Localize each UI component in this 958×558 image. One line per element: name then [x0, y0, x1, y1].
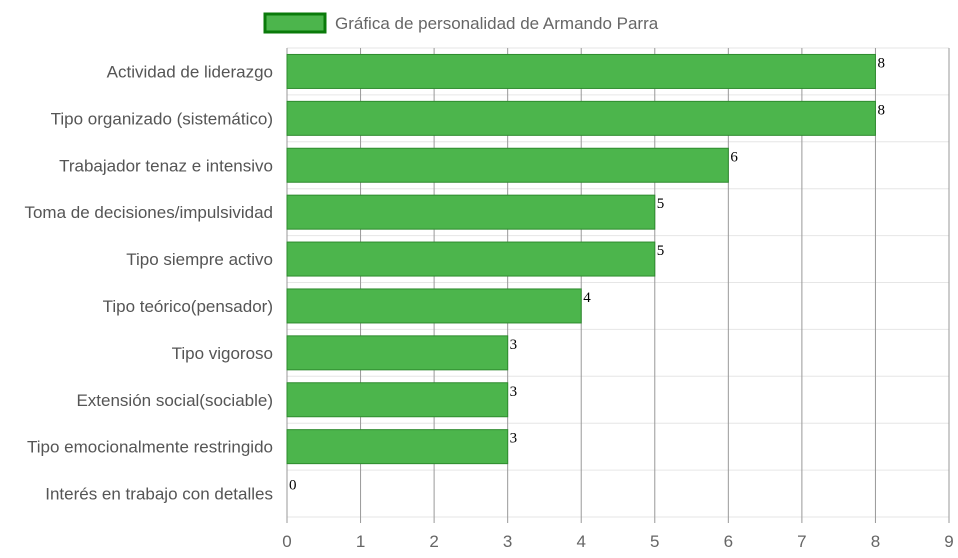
category-label: Tipo siempre activo	[126, 250, 273, 269]
category-label: Toma de decisiones/impulsividad	[24, 203, 273, 222]
x-tick-label: 2	[429, 532, 438, 551]
x-tick-label: 3	[503, 532, 512, 551]
category-label: Tipo teórico(pensador)	[103, 297, 273, 316]
x-tick-label: 5	[650, 532, 659, 551]
category-label: Tipo vigoroso	[172, 344, 273, 363]
category-label: Tipo organizado (sistemático)	[51, 109, 273, 128]
bar[interactable]	[286, 100, 876, 136]
x-tick-label: 8	[871, 532, 880, 551]
x-tick-label: 7	[797, 532, 806, 551]
bar[interactable]	[286, 241, 656, 277]
data-label: 6	[730, 149, 738, 165]
bar[interactable]	[286, 429, 509, 465]
data-label: 3	[510, 337, 517, 353]
x-tick-label: 0	[282, 532, 291, 551]
x-tick-label: 4	[576, 532, 585, 551]
x-tick-label: 1	[356, 532, 365, 551]
category-label: Actividad de liderazgo	[107, 62, 273, 81]
x-tick-label: 6	[724, 532, 733, 551]
category-label: Trabajador tenaz e intensivo	[59, 156, 273, 175]
category-label: Tipo emocionalmente restringido	[27, 438, 273, 457]
bar[interactable]	[286, 382, 509, 418]
category-labels: Actividad de liderazgo Tipo organizado (s…	[24, 62, 273, 503]
data-label: 5	[657, 243, 665, 259]
data-label: 0	[289, 478, 297, 494]
bar[interactable]	[286, 194, 656, 230]
data-label: 5	[657, 196, 665, 212]
data-label: 8	[877, 102, 885, 118]
bar[interactable]	[286, 53, 876, 89]
data-label: 4	[583, 290, 591, 306]
x-axis-ticks: 0 1 2 3 4 5 6 7 8 9	[282, 532, 953, 551]
legend[interactable]: Gráfica de personalidad de Armando Parra	[263, 12, 659, 34]
data-label: 3	[510, 384, 517, 400]
data-labels: 8 8 6 5 5 4 3 3 3 0	[289, 55, 885, 493]
data-label: 3	[510, 431, 517, 447]
data-label: 8	[877, 55, 885, 71]
legend-label[interactable]: Gráfica de personalidad de Armando Parra	[335, 14, 659, 33]
legend-swatch[interactable]	[263, 12, 327, 34]
category-label: Extensión social(sociable)	[76, 391, 273, 410]
bar[interactable]	[286, 288, 582, 324]
bars	[286, 53, 876, 465]
bar[interactable]	[286, 335, 509, 371]
category-label: Interés en trabajo con detalles	[45, 485, 273, 504]
x-tick-label: 9	[944, 532, 953, 551]
bar[interactable]	[286, 147, 729, 183]
